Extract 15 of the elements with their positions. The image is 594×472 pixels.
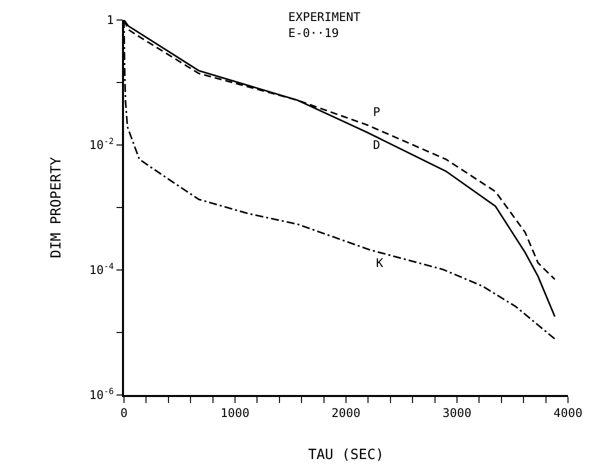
chart-title: EXPERIMENT E-0··19 xyxy=(288,10,361,40)
series-label: D xyxy=(373,138,380,152)
x-tick-label: 1000 xyxy=(220,406,250,420)
y-axis-title: DIM PROPERTY xyxy=(48,156,64,258)
y-tick-label: 10$^{-4}$ xyxy=(89,261,114,278)
series-label: P xyxy=(373,105,380,119)
y-tick-label: 10$^{-2}$ xyxy=(89,136,114,152)
y-tick-label: 1 xyxy=(106,13,114,28)
y-tick-label: 10$^{-6}$ xyxy=(89,386,114,402)
x-tick-label: 2000 xyxy=(332,406,360,420)
x-tick-label: 3000 xyxy=(442,406,472,420)
series-label: K xyxy=(376,256,384,270)
x-tick-label: 4000 xyxy=(554,406,582,420)
x-tick-label: 0 xyxy=(120,406,128,420)
x-axis-title: TAU (SEC) xyxy=(308,446,384,463)
